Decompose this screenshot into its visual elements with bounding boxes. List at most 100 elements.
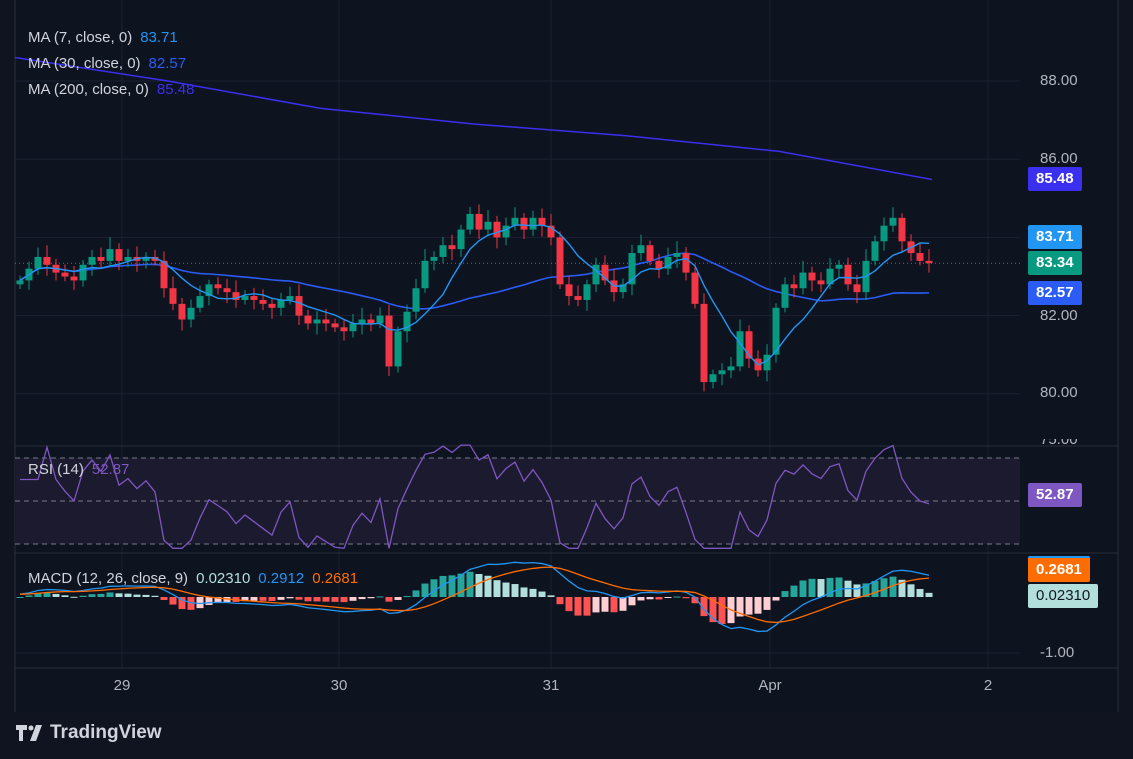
candle-body (916, 253, 924, 261)
macd-histogram-bar (367, 597, 375, 599)
price-tick: 88.00 (1040, 72, 1078, 89)
macd-histogram-bar (862, 583, 870, 597)
macd-histogram-bar (898, 579, 906, 597)
candle-body (700, 303, 708, 383)
macd-histogram-bar (889, 576, 897, 597)
macd-histogram-bar (358, 597, 366, 600)
macd-histogram-bar (781, 591, 789, 597)
candle-body (250, 296, 258, 300)
macd-histogram-bar (286, 597, 294, 599)
ma7-price-badge: 83.71 (1028, 225, 1082, 249)
candle-body (259, 299, 267, 304)
macd-histogram-bar (394, 597, 402, 600)
candle-body (511, 217, 519, 226)
candle-body (304, 315, 312, 324)
candle-body (295, 296, 303, 316)
macd-histogram-bar (34, 593, 42, 597)
candle-body (493, 221, 501, 238)
candle-body (151, 256, 159, 261)
macd-histogram-bar (763, 597, 771, 610)
candle-body (745, 331, 753, 359)
macd-tick: -1.00 (1040, 644, 1075, 661)
candle-body (736, 331, 744, 367)
candle-body (439, 245, 447, 257)
candle-body (16, 280, 24, 285)
candle-body (331, 323, 339, 328)
time-tick: 2 (983, 677, 993, 694)
candle-body (583, 284, 591, 300)
rsi-band (15, 458, 1020, 544)
ma200-line (14, 56, 933, 181)
rsi-line (20, 444, 930, 550)
time-tick: 29 (113, 677, 131, 694)
macd-histogram-bar (655, 597, 663, 600)
candle-body (574, 296, 582, 300)
candle-body (601, 264, 609, 281)
price-tick: 80.00 (1040, 384, 1078, 401)
macd-histogram-bar (430, 579, 438, 597)
candle-body (160, 260, 168, 289)
macd-histogram-bar (448, 575, 456, 597)
macd-histogram-bar (115, 593, 123, 597)
macd-histogram-bar (475, 574, 483, 597)
macd-histogram-bar (214, 597, 222, 604)
legend-ma200[interactable]: MA (200, close, 0) 85.48 (28, 81, 194, 98)
candle-body (898, 217, 906, 242)
macd-signal-line (19, 566, 930, 624)
macd-histogram-bar (565, 597, 573, 612)
candle-body (466, 213, 474, 230)
candle-body (286, 296, 294, 300)
candle-body (349, 323, 357, 332)
macd-histogram-bar (664, 597, 672, 599)
legend-ma30[interactable]: MA (30, close, 0) 82.57 (28, 55, 186, 72)
candle-body (520, 217, 528, 230)
candle-body (628, 253, 636, 285)
tradingview-logo[interactable]: TradingView (16, 722, 162, 744)
candle-body (808, 272, 816, 281)
candle-body (43, 256, 51, 265)
macd-histogram-bar (826, 577, 834, 597)
candle-body (241, 296, 249, 300)
candle-body (97, 256, 105, 261)
macd-histogram-bar (790, 585, 798, 597)
macd-histogram-bar (412, 590, 420, 597)
ma7-line (19, 224, 930, 366)
macd-signal-value: 0.2681 (312, 570, 359, 587)
macd-histogram-bar (493, 580, 501, 597)
macd-label: MACD (12, 26, close, 9) (28, 570, 189, 587)
legend-rsi[interactable]: RSI (14) 52.87 (28, 461, 129, 478)
candle-body (691, 272, 699, 304)
candle-body (502, 225, 510, 238)
macd-histogram-bar (745, 597, 753, 615)
macd-histogram-bar (574, 597, 582, 616)
candle-body (376, 315, 384, 324)
candle-body (142, 256, 150, 261)
time-tick: 31 (542, 677, 560, 694)
candle-body (763, 354, 771, 371)
macd-histogram-bar (70, 596, 78, 598)
macd-histogram-bar (808, 578, 816, 597)
legend-macd[interactable]: MACD (12, 26, close, 9) 0.02310 0.2912 0.26… (28, 570, 358, 587)
macd-histogram-bar (349, 597, 357, 601)
macd-histogram-bar (304, 597, 312, 602)
macd-histogram-bar (88, 594, 96, 597)
candle-body (313, 319, 321, 324)
macd-signal-badge: 0.2681 (1028, 556, 1090, 582)
candle-body (556, 237, 564, 285)
macd-histogram-bar (583, 597, 591, 616)
candle-body (205, 284, 213, 297)
macd-histogram-bar (718, 597, 726, 624)
macd-histogram-bar (97, 593, 105, 597)
rsi-tick: 75.00 (1040, 439, 1078, 448)
candle-body (925, 260, 933, 264)
legend-ma7[interactable]: MA (7, close, 0) 83.71 (28, 29, 178, 46)
candle-body (727, 366, 735, 371)
candle-body (565, 284, 573, 297)
macd-histogram-bar (124, 593, 132, 597)
macd-histogram-bar (205, 597, 213, 605)
candle-body (682, 253, 690, 273)
macd-histogram-bar (772, 597, 780, 601)
candle-body (367, 319, 375, 324)
macd-histogram-bar (250, 597, 258, 601)
